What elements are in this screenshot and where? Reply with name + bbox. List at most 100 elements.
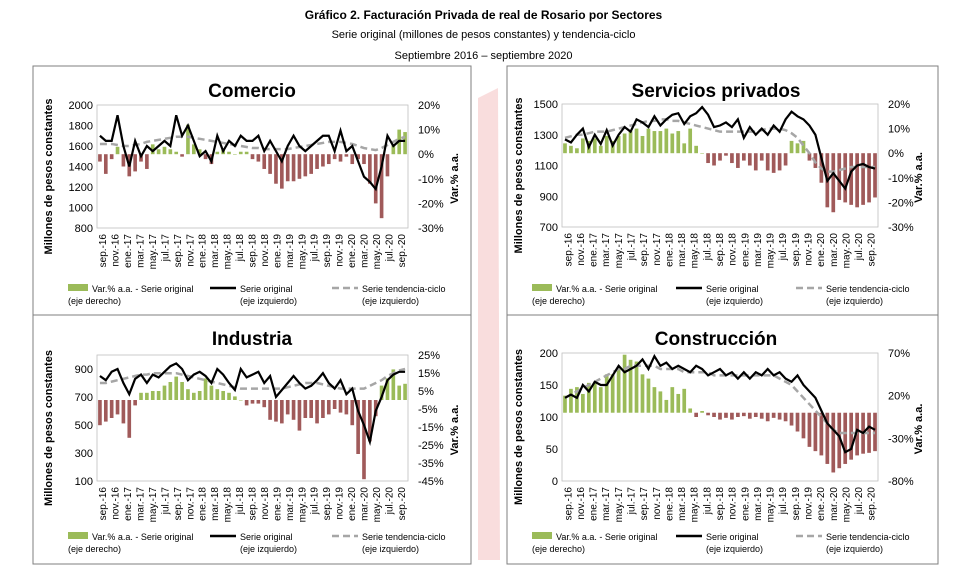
var-bar — [795, 143, 800, 154]
var-bar — [646, 128, 651, 154]
var-bar — [227, 392, 231, 400]
var-bar — [873, 153, 877, 198]
y-left-tick-label: 150 — [540, 380, 558, 392]
var-bar — [742, 153, 746, 161]
var-bar — [807, 412, 812, 447]
x-tick-label: sep.-19 — [791, 487, 802, 521]
legend-sublabel: (eje izquierdo) — [826, 544, 883, 554]
x-tick-label: sep.-20 — [867, 487, 878, 521]
var-bar — [694, 412, 698, 417]
x-tick-label: ene.-17 — [589, 233, 600, 267]
y-left-tick-label: 1200 — [69, 182, 93, 194]
x-tick-label: nov.-18 — [260, 487, 271, 520]
var-bar — [103, 400, 108, 422]
x-tick-label: sep.-16 — [98, 487, 109, 521]
var-bar — [168, 149, 173, 155]
var-bar — [813, 412, 818, 452]
legend-sublabel: (eje izquierdo) — [706, 544, 763, 554]
var-bar — [795, 412, 800, 432]
x-tick-label: ene.-19 — [272, 487, 283, 521]
x-tick-label: jul.-20 — [384, 234, 395, 263]
var-bar — [604, 135, 609, 154]
x-tick-label: sep.-17 — [173, 487, 184, 521]
plot-area — [561, 352, 879, 482]
x-tick-label: sep.-20 — [867, 233, 878, 267]
var-bar — [628, 359, 633, 413]
var-bar — [569, 388, 573, 413]
var-bar — [250, 400, 255, 404]
x-tick-label: nov.-16 — [576, 233, 587, 266]
var-bar — [174, 376, 179, 400]
var-bar — [362, 400, 366, 480]
var-bar — [238, 151, 243, 155]
legend-swatch-var — [532, 284, 552, 291]
var-bar — [736, 412, 740, 417]
x-tick-label: jul.-17 — [160, 487, 171, 516]
var-bar — [867, 412, 871, 453]
var-bar — [706, 153, 710, 164]
original-line — [99, 362, 406, 447]
watermark — [478, 88, 500, 560]
var-bar — [873, 412, 877, 452]
var-bar — [676, 131, 681, 154]
var-bar — [309, 400, 313, 418]
x-tick-label: sep.-18 — [248, 234, 259, 268]
x-tick-label: nov.-18 — [728, 233, 739, 266]
var-bar — [162, 146, 167, 155]
var-bar — [634, 361, 639, 413]
legend: Var.% a.a. - Serie original (eje derecho)… — [532, 284, 910, 306]
legend-label: Serie tendencia-ciclo — [826, 532, 910, 542]
x-tick-label: mar.-19 — [285, 487, 296, 521]
var-bar — [368, 400, 372, 442]
var-bar — [256, 400, 261, 404]
legend-sublabel: (eje izquierdo) — [826, 296, 883, 306]
x-tick-label: may.-19 — [766, 487, 777, 523]
y-right-tick-label: -25% — [418, 440, 444, 452]
var-bar — [203, 378, 208, 400]
legend-swatch-var — [68, 532, 88, 539]
var-bar — [658, 131, 663, 154]
var-bar — [712, 412, 716, 417]
var-bar — [837, 412, 842, 469]
var-bar — [825, 412, 830, 464]
var-bar — [819, 412, 824, 456]
var-bar — [285, 154, 290, 182]
original-line — [564, 105, 876, 191]
var-bar — [344, 154, 349, 157]
x-tick-label: sep.-19 — [322, 234, 333, 268]
x-tick-label: ene.-17 — [589, 487, 600, 521]
x-tick-label: mar.-18 — [677, 487, 688, 521]
var-bar — [145, 392, 149, 400]
y-right-tick-label: 20% — [888, 391, 910, 403]
var-bar — [379, 154, 384, 219]
legend: Var.% a.a. - Serie original (eje derecho)… — [532, 532, 910, 554]
var-bar — [616, 368, 621, 413]
var-bar — [197, 391, 202, 400]
var-bar — [109, 400, 114, 418]
x-tick-label: nov.-16 — [111, 234, 122, 267]
x-tick-label: jul.-19 — [778, 233, 789, 262]
x-tick-label: sep.-20 — [397, 234, 408, 268]
var-bar — [652, 387, 657, 413]
x-tick-label: mar.-18 — [210, 487, 221, 521]
x-tick-label: sep.-18 — [715, 487, 726, 521]
x-tick-label: ene.-17 — [123, 234, 134, 268]
y-left-tick-label: 800 — [75, 223, 93, 235]
y-left-tick-label: 500 — [75, 420, 93, 432]
legend-swatch-var — [532, 532, 552, 539]
var-bar — [610, 374, 615, 413]
x-tick-label: mar.-17 — [601, 487, 612, 521]
x-tick-label: may.-20 — [372, 487, 383, 523]
var-bar — [385, 154, 390, 177]
var-bar — [843, 153, 848, 203]
var-bar — [133, 154, 137, 172]
original-line — [99, 114, 406, 192]
y-left-tick-label: 100 — [75, 476, 93, 488]
y-left-tick-label: 900 — [540, 191, 558, 203]
y-left-tick-label: 1100 — [534, 161, 558, 173]
var-bar — [801, 140, 806, 154]
var-bar — [861, 153, 865, 205]
x-tick-label: jul.-18 — [702, 233, 713, 262]
var-bar — [291, 400, 296, 420]
y-right-axis-label: Var.% a.a. — [913, 404, 925, 455]
